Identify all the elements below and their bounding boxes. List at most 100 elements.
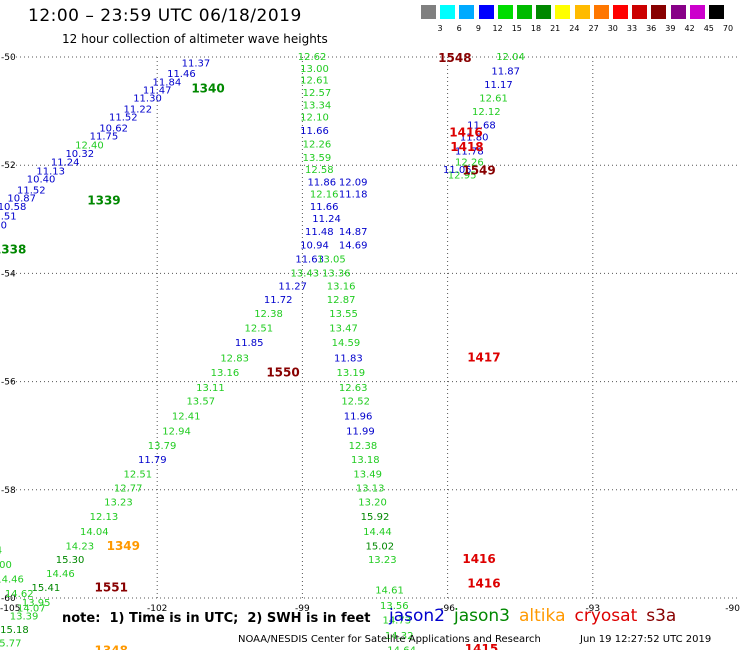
wave-height-label: 12.61 [300, 76, 329, 87]
legend-jason2: jason2 [389, 606, 445, 626]
wave-height-label: 14.59 [332, 338, 361, 349]
scale-label: 33 [626, 24, 638, 33]
wave-height-label: 12.13 [90, 512, 119, 523]
wave-height-label: 13.39 [10, 611, 39, 622]
scale-label: 9 [475, 24, 481, 33]
wave-height-label: 14.07 [17, 604, 46, 615]
wave-height-labels: 11.3711.4611.8411.4711.3011.2211.5210.62… [0, 52, 525, 650]
scale-swatch [613, 5, 628, 19]
x-tick-label: -105 [0, 604, 20, 614]
wave-height-label: 12.38 [349, 441, 378, 452]
scale-label: 12 [492, 24, 503, 33]
wave-height-label: 11.05 [443, 165, 472, 176]
wave-height-label: 11.24 [51, 157, 80, 168]
scale-swatch [632, 5, 648, 19]
wave-height-label: 12.09 [339, 177, 368, 188]
wave-height-label: 13.00 [300, 64, 329, 75]
wave-height-label: 13.36 [322, 268, 351, 279]
y-tick-label: -52 [1, 161, 16, 171]
wave-height-label: 10.32 [65, 149, 94, 160]
wave-height-label: 11.30 [133, 94, 162, 105]
wave-height-label: 13.49 [353, 470, 382, 481]
legend-cryosat: cryosat [574, 606, 638, 626]
page-subtitle: 12 hour collection of altimeter wave hei… [62, 32, 328, 46]
wave-height-label: 11.48 [305, 227, 334, 238]
wave-height-label: 14.44 [363, 527, 392, 538]
scale-swatch [497, 5, 513, 19]
wave-height-label: 10.87 [7, 194, 36, 205]
wave-height-label: 11.17 [484, 80, 513, 91]
time-marker: 1551 [95, 581, 128, 595]
scale-label: 18 [530, 24, 542, 33]
legend-s3a: s3a [646, 606, 677, 626]
y-tick-label: -58 [1, 486, 16, 496]
footer-timestamp: Jun 19 12:27:52 UTC 2019 [580, 634, 712, 645]
x-tick-label: -102 [147, 604, 167, 614]
wave-height-label: 14.46 [46, 569, 75, 580]
scale-label: 70 [722, 24, 734, 33]
y-tick-label: -60 [1, 594, 16, 604]
wave-height-label: 11.22 [124, 104, 153, 115]
x-tick-label: -96 [440, 604, 455, 614]
wave-height-label: 12.26 [455, 157, 484, 168]
legend-jason3: jason3 [454, 606, 510, 626]
time-markers: 1340133913381548141614181549141715501349… [0, 51, 501, 650]
wave-height-label: 14.32 [385, 631, 414, 642]
scale-label: 36 [646, 24, 657, 33]
wave-height-label: 13.05 [317, 254, 346, 265]
wave-height-label: 11.86 [307, 177, 336, 188]
wave-height-label: 14.00 [0, 560, 12, 571]
scale-label: 21 [550, 24, 561, 33]
wave-height-label: 10.94 [300, 241, 329, 252]
wave-height-label: 11.13 [36, 167, 65, 178]
scale-swatch [555, 5, 571, 19]
wave-height-label: 12.04 [496, 52, 525, 63]
wave-height-label: 12.38 [254, 309, 283, 320]
wave-height-label: 14.23 [65, 542, 94, 553]
wave-height-label: 12.12 [472, 107, 501, 118]
wave-height-label: 12.41 [172, 412, 201, 423]
wave-height-label: 10.62 [99, 123, 128, 134]
wave-height-label: 13.11 [196, 383, 225, 394]
scale-swatch [517, 5, 532, 19]
wave-height-label: 15.02 [366, 542, 395, 553]
wave-height-label: 13.16 [211, 368, 240, 379]
wave-height-label: 13.16 [327, 281, 356, 292]
map-grid [12, 56, 738, 599]
wave-height-label: 14.62 [5, 589, 34, 600]
wave-height-label: 12.95 [448, 170, 477, 181]
wave-height-label: 10.60 [0, 221, 7, 232]
wave-height-label: 15.30 [56, 555, 85, 566]
time-marker: 1416 [462, 552, 495, 566]
y-tick-label: -56 [1, 378, 16, 388]
time-marker: 1339 [87, 193, 120, 207]
wave-height-label: 13.55 [329, 309, 358, 320]
wave-height-label: 11.46 [167, 69, 196, 80]
wave-height-label: 11.51 [0, 212, 17, 223]
y-tick-label: -50 [1, 53, 16, 63]
wave-height-label: 11.84 [153, 77, 182, 88]
wave-height-label: 14.46 [0, 575, 24, 586]
wave-height-label: 11.66 [300, 126, 329, 137]
wave-height-label: 11.24 [312, 214, 341, 225]
wave-height-label: 14.04 [80, 527, 109, 538]
wave-height-label: 11.63 [295, 254, 324, 265]
wave-height-label: 11.75 [90, 131, 119, 142]
footer-credit: NOAA/NESDIS Center for Satellite Applica… [238, 634, 541, 645]
wave-height-label: 12.40 [75, 141, 104, 152]
wave-height-label: 11.47 [143, 85, 172, 96]
wave-height-label: 13.23 [104, 498, 133, 509]
wave-height-label: 12.52 [341, 397, 370, 408]
wave-height-label: 11.78 [455, 147, 484, 158]
footer-note: note: 1) Time is in UTC; 2) SWH is in fe… [62, 611, 371, 626]
scale-swatch [651, 5, 667, 19]
y-tick-label: -54 [1, 269, 16, 279]
wave-height-label: 12.58 [305, 165, 334, 176]
wave-height-label: 10.40 [27, 175, 56, 186]
wave-height-label: 13.34 [303, 101, 332, 112]
time-marker: 1418 [450, 140, 483, 154]
wave-height-label: 14.73 [382, 616, 411, 627]
wave-height-label: 12.94 [162, 426, 191, 437]
wave-height-label: 13.43 [290, 268, 319, 279]
